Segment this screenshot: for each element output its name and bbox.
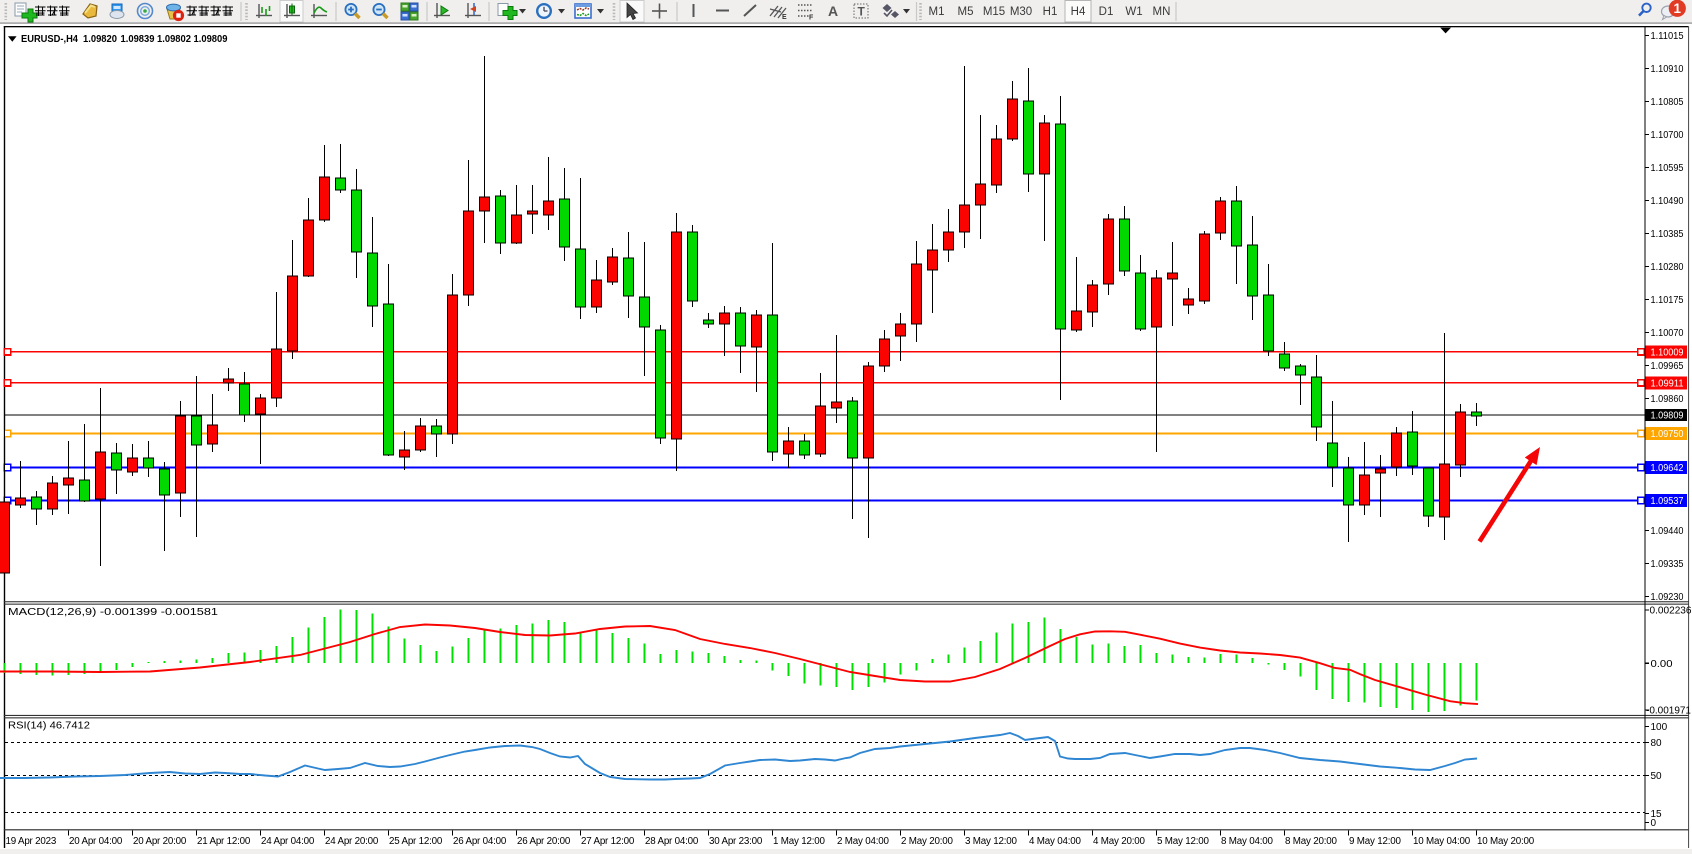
svg-text:5 May 12:00: 5 May 12:00 xyxy=(1157,836,1209,847)
svg-text:1.10009: 1.10009 xyxy=(1651,347,1684,358)
svg-text:20 Apr 04:00: 20 Apr 04:00 xyxy=(69,836,123,847)
svg-text:1.10385: 1.10385 xyxy=(1651,229,1684,240)
svg-text:1.09440: 1.09440 xyxy=(1651,526,1684,537)
svg-text:21 Apr 12:00: 21 Apr 12:00 xyxy=(197,836,251,847)
svg-text:1.09537: 1.09537 xyxy=(1651,496,1684,507)
svg-text:0.002236: 0.002236 xyxy=(1650,606,1692,617)
svg-text:1.09230: 1.09230 xyxy=(1651,592,1684,603)
svg-text:0: 0 xyxy=(1651,818,1657,829)
svg-text:4 May 04:00: 4 May 04:00 xyxy=(1029,836,1081,847)
svg-text:1: 1 xyxy=(1674,1,1682,16)
svg-text:20 Apr 20:00: 20 Apr 20:00 xyxy=(133,836,187,847)
svg-text:9 May 12:00: 9 May 12:00 xyxy=(1349,836,1401,847)
svg-text:1.10280: 1.10280 xyxy=(1651,262,1684,273)
svg-text:H4: H4 xyxy=(1071,6,1086,18)
svg-text:-0.001971: -0.001971 xyxy=(1646,706,1691,717)
svg-text:100: 100 xyxy=(1651,722,1668,733)
svg-text:2 May 20:00: 2 May 20:00 xyxy=(901,836,953,847)
svg-text:1.10490: 1.10490 xyxy=(1651,196,1684,207)
svg-text:25 Apr 12:00: 25 Apr 12:00 xyxy=(389,836,443,847)
svg-text:1.09809: 1.09809 xyxy=(1651,411,1684,422)
svg-text:1.10070: 1.10070 xyxy=(1651,328,1684,339)
svg-text:M1: M1 xyxy=(929,6,945,18)
svg-text:1.09750: 1.09750 xyxy=(1651,429,1684,440)
svg-text:T: T xyxy=(858,5,866,19)
svg-text:1.09642: 1.09642 xyxy=(1651,463,1684,474)
svg-text:MACD(12,26,9) -0.001399 -0.001: MACD(12,26,9) -0.001399 -0.001581 xyxy=(8,607,219,618)
svg-text:10 May 04:00: 10 May 04:00 xyxy=(1413,836,1471,847)
svg-text:80: 80 xyxy=(1651,738,1663,749)
svg-text:1 May 12:00: 1 May 12:00 xyxy=(773,836,825,847)
svg-text:4 May 20:00: 4 May 20:00 xyxy=(1093,836,1145,847)
svg-text:10 May 20:00: 10 May 20:00 xyxy=(1477,836,1535,847)
svg-text:26 Apr 20:00: 26 Apr 20:00 xyxy=(517,836,571,847)
svg-text:8 May 04:00: 8 May 04:00 xyxy=(1221,836,1273,847)
svg-text:50: 50 xyxy=(1651,771,1663,782)
svg-text:E: E xyxy=(782,14,787,21)
svg-text:W1: W1 xyxy=(1125,6,1142,18)
svg-text:8 May 20:00: 8 May 20:00 xyxy=(1285,836,1337,847)
svg-text:M30: M30 xyxy=(1010,6,1032,18)
svg-text:1.09820: 1.09820 xyxy=(83,33,117,45)
svg-text:M15: M15 xyxy=(983,6,1005,18)
svg-text:1.10805: 1.10805 xyxy=(1651,97,1684,108)
svg-text:1.09911: 1.09911 xyxy=(1651,378,1684,389)
svg-text:1.09335: 1.09335 xyxy=(1651,559,1684,570)
svg-text:15: 15 xyxy=(1651,809,1663,820)
svg-text:1.09860: 1.09860 xyxy=(1651,394,1684,405)
svg-text:1.10175: 1.10175 xyxy=(1651,295,1684,306)
svg-text:1.09839: 1.09839 xyxy=(121,33,155,45)
svg-text:A: A xyxy=(828,3,838,19)
svg-text:28 Apr 04:00: 28 Apr 04:00 xyxy=(645,836,699,847)
svg-text:1.10700: 1.10700 xyxy=(1651,130,1684,141)
svg-text:F: F xyxy=(809,15,814,22)
svg-text:19 Apr 2023: 19 Apr 2023 xyxy=(6,836,57,847)
svg-text:H1: H1 xyxy=(1043,6,1058,18)
svg-text:EURUSD-,H4: EURUSD-,H4 xyxy=(21,33,78,45)
svg-text:1.11015: 1.11015 xyxy=(1651,31,1684,42)
svg-text:2 May 04:00: 2 May 04:00 xyxy=(837,836,889,847)
svg-text:1.09802: 1.09802 xyxy=(157,33,191,45)
svg-text:1.10910: 1.10910 xyxy=(1651,64,1684,75)
svg-text:24 Apr 20:00: 24 Apr 20:00 xyxy=(325,836,379,847)
svg-text:M5: M5 xyxy=(958,6,974,18)
svg-text:0.00: 0.00 xyxy=(1651,659,1673,670)
svg-text:24 Apr 04:00: 24 Apr 04:00 xyxy=(261,836,315,847)
svg-text:D1: D1 xyxy=(1099,6,1114,18)
svg-text:MN: MN xyxy=(1153,6,1171,18)
svg-text:27 Apr 12:00: 27 Apr 12:00 xyxy=(581,836,635,847)
svg-text:30 Apr 23:00: 30 Apr 23:00 xyxy=(709,836,763,847)
svg-text:26 Apr 04:00: 26 Apr 04:00 xyxy=(453,836,507,847)
svg-text:1.10595: 1.10595 xyxy=(1651,163,1684,174)
svg-text:3 May 12:00: 3 May 12:00 xyxy=(965,836,1017,847)
svg-text:1.09965: 1.09965 xyxy=(1651,361,1684,372)
svg-text:RSI(14) 46.7412: RSI(14) 46.7412 xyxy=(8,721,90,732)
svg-text:1.09809: 1.09809 xyxy=(194,33,228,45)
